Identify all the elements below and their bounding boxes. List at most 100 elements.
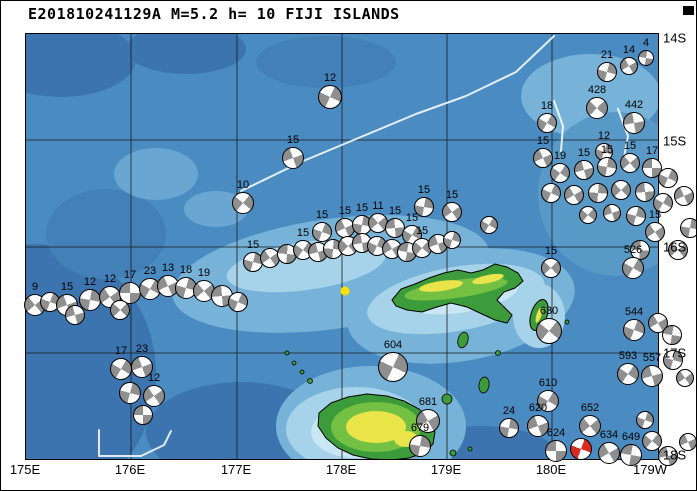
- focal-mechanism: [537, 113, 557, 133]
- focal-mechanism: [545, 440, 567, 462]
- focal-mechanism: [541, 258, 561, 278]
- y-axis-label-17s: 17S: [663, 345, 687, 361]
- depth-label: 15: [648, 209, 662, 221]
- depth-label: 15: [296, 227, 310, 239]
- depth-label: 604: [383, 339, 403, 351]
- focal-mechanism: [378, 352, 408, 382]
- depth-label: 634: [599, 429, 619, 441]
- focal-mechanism: [642, 431, 662, 451]
- focal-mechanism: [588, 183, 608, 203]
- focal-mechanism: [635, 182, 655, 202]
- depth-label: 624: [546, 427, 566, 439]
- focal-mechanism: [668, 240, 688, 260]
- depth-label: 15: [246, 239, 260, 251]
- focal-mechanism: [586, 97, 608, 119]
- depth-label: 15: [60, 281, 74, 293]
- depth-label: 442: [624, 99, 644, 111]
- focal-mechanism: [620, 57, 638, 75]
- x-axis-label-180e: 180E: [535, 462, 567, 477]
- page-title: E201810241129A M=5.2 h= 10 FIJI ISLANDS: [28, 5, 400, 23]
- depth-label: 15: [577, 147, 591, 159]
- focal-mechanism: [537, 390, 559, 412]
- depth-label: 12: [103, 273, 117, 285]
- focal-mechanism: [653, 193, 673, 213]
- depth-label: 17: [114, 345, 128, 357]
- focal-mechanism: [658, 168, 678, 188]
- focal-mechanism: [620, 444, 642, 466]
- depth-label: 13: [161, 262, 175, 274]
- depth-label: 544: [624, 306, 644, 318]
- focal-mechanism: [674, 186, 694, 206]
- focal-mechanism: [597, 62, 617, 82]
- focal-mechanism: [623, 112, 645, 134]
- depth-label: 12: [147, 372, 161, 384]
- depth-label: 12: [83, 276, 97, 288]
- depth-label: 15: [600, 144, 614, 156]
- depth-label: 630: [539, 305, 559, 317]
- depth-label: 11: [372, 200, 384, 212]
- focal-mechanism: [409, 435, 431, 457]
- focal-mechanism: [442, 202, 462, 222]
- depth-label: 15: [544, 245, 558, 257]
- x-axis-label-175e: 175E: [9, 462, 41, 477]
- depth-label: 15: [415, 225, 429, 237]
- focal-mechanism-highlighted: [570, 438, 592, 460]
- focal-mechanism: [636, 411, 654, 429]
- x-axis-label-179e: 179E: [430, 462, 462, 477]
- focal-mechanism: [533, 148, 553, 168]
- focal-mechanism: [228, 292, 248, 312]
- depth-label: 15: [355, 202, 369, 214]
- depth-label: 23: [143, 265, 157, 277]
- depth-label: 12: [323, 72, 337, 84]
- focal-mechanism: [620, 153, 640, 173]
- focal-mechanism: [119, 382, 141, 404]
- focal-mechanism: [603, 204, 621, 222]
- focal-mechanism: [131, 356, 153, 378]
- focal-mechanism: [527, 415, 549, 437]
- focal-mechanism: [65, 305, 85, 325]
- focal-mechanism: [110, 300, 130, 320]
- depth-label: 18: [179, 264, 193, 276]
- corner-mark: [683, 6, 694, 15]
- island-ovalau: [441, 393, 453, 405]
- epicenter-marker: [340, 286, 350, 296]
- depth-label: 19: [553, 150, 567, 162]
- focal-mechanism: [623, 319, 645, 341]
- focal-mechanism: [617, 363, 639, 385]
- focal-mechanism: [662, 325, 682, 345]
- focal-mechanism: [564, 185, 584, 205]
- y-axis-label-15s: 15S: [663, 133, 687, 149]
- focal-mechanism: [110, 358, 132, 380]
- depth-label: 557: [642, 352, 662, 364]
- depth-label: 17: [123, 269, 137, 281]
- focal-mechanism: [611, 180, 631, 200]
- depth-label: 610: [538, 377, 558, 389]
- depth-label: 4: [642, 37, 650, 49]
- focal-mechanism: [641, 365, 663, 387]
- depth-label: 15: [405, 212, 419, 224]
- depth-label: 23: [135, 343, 149, 355]
- focal-mechanism: [143, 385, 165, 407]
- grid-lines: [26, 34, 658, 459]
- x-axis-label-177e: 177E: [220, 462, 252, 477]
- focal-mechanism: [550, 163, 570, 183]
- focal-mechanism: [443, 231, 461, 249]
- focal-mechanism: [312, 222, 332, 242]
- x-axis-label-179w: 179W: [633, 462, 667, 477]
- depth-label: 649: [621, 431, 641, 443]
- x-axis-label-178e: 178E: [325, 462, 357, 477]
- depth-label: 24: [502, 405, 516, 417]
- island-koro: [457, 331, 469, 349]
- focal-mechanism: [579, 415, 601, 437]
- depth-label: 620: [528, 402, 548, 414]
- focal-mechanism: [282, 147, 304, 169]
- focal-mechanism: [626, 206, 646, 226]
- depth-label: 679: [410, 422, 430, 434]
- depth-label: 15: [338, 205, 352, 217]
- depth-label: 593: [618, 350, 638, 362]
- depth-label: 9: [31, 281, 39, 293]
- depth-label: 15: [445, 189, 459, 201]
- depth-label: 15: [536, 135, 550, 147]
- focal-mechanism: [598, 442, 620, 464]
